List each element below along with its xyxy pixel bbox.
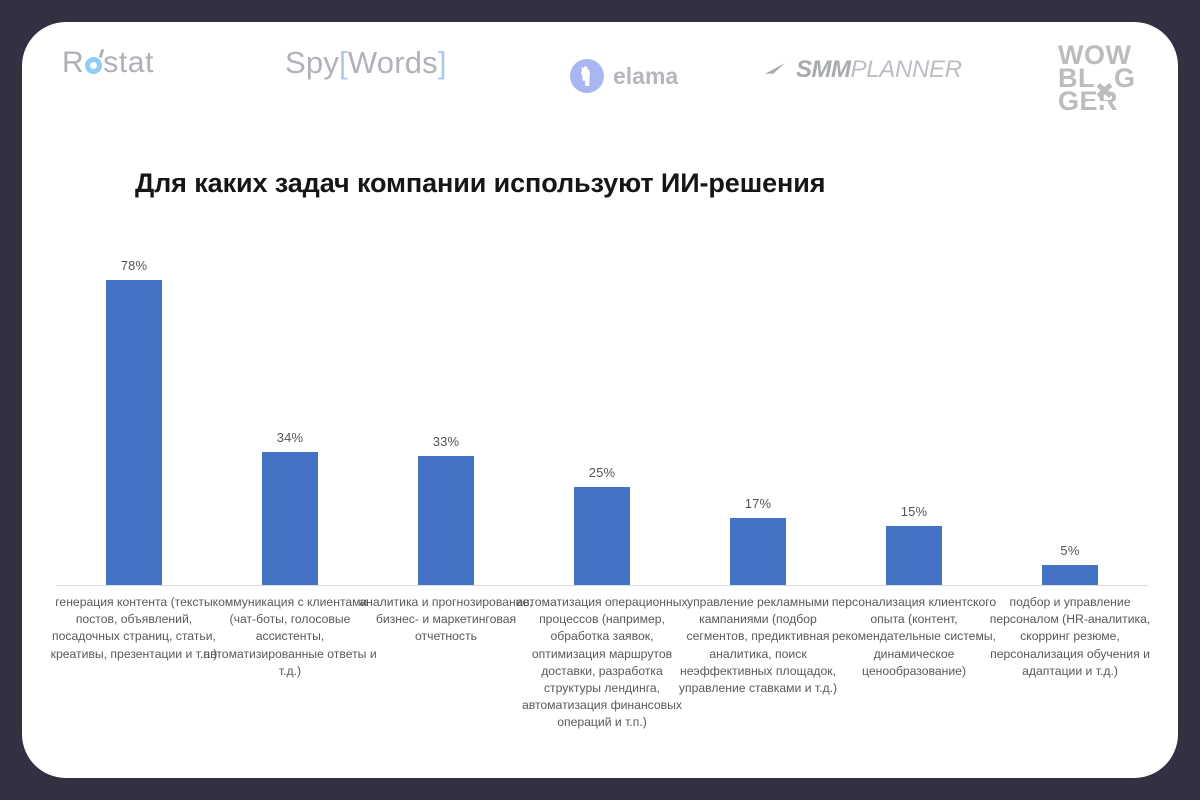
category-label: генерация контента (тексты постов, объяв… [50, 595, 218, 661]
logo-elama: elama [570, 59, 678, 93]
plot-area: 78% 34% 33% 25% 17% 15% 5% [56, 258, 1148, 585]
roistat-text-after: stat [103, 46, 155, 79]
strike-bar-icon [1086, 101, 1108, 105]
bar-value-label: 25% [588, 465, 616, 480]
spywords-text-inner: Words [347, 45, 438, 80]
bar[interactable] [262, 452, 318, 585]
roistat-text-before: R [62, 46, 85, 79]
bar[interactable] [730, 518, 786, 585]
spywords-bracket-open: [ [339, 45, 348, 80]
wowblogger-line-2: BL G [1058, 63, 1136, 93]
wowblogger-line2-prefix: BL [1058, 63, 1095, 93]
page-title: Для каких задач компании используют ИИ-р… [135, 168, 826, 198]
category-label: персонализация клиентского опыта (контен… [831, 595, 997, 678]
category-label: аналитика и прогнозирование, бизнес- и м… [359, 595, 533, 644]
bar[interactable] [886, 526, 942, 585]
logo-spywords: Spy[Words] [285, 45, 447, 81]
bar-column[interactable]: 25% [524, 272, 680, 585]
bar-value-label: 34% [276, 430, 304, 445]
bar-value-label: 78% [120, 258, 148, 273]
bar-column[interactable]: 33% [368, 272, 524, 585]
wowblogger-line-3: GER [1058, 88, 1118, 115]
category-label: подбор и управление персоналом (HR-анали… [989, 595, 1151, 678]
category-label: коммуникация с клиентами (чат-боты, голо… [203, 595, 377, 678]
smmplanner-text-light: PLANNER [850, 56, 963, 83]
bar-value-label: 17% [744, 496, 772, 511]
logo-smmplanner: SMM PLANNER [762, 56, 962, 84]
spywords-bracket-close: ] [437, 45, 447, 80]
spywords-text-main: Spy [285, 45, 340, 80]
bar-column[interactable]: 15% [836, 272, 992, 585]
bar[interactable] [574, 487, 630, 585]
arrow-icon [765, 62, 785, 78]
bar-value-label: 33% [432, 434, 460, 449]
bar-column[interactable]: 5% [992, 272, 1148, 585]
bar-column[interactable]: 17% [680, 272, 836, 585]
roistat-dot-icon [85, 48, 105, 74]
bar-chart: 78% 34% 33% 25% 17% 15% 5% генерация контента … [38, 258, 1162, 742]
x-axis-line [56, 585, 1148, 586]
wowblogger-line2-suffix: G [1114, 63, 1136, 93]
logo-wowblogger: WOW BL G GER [1058, 40, 1136, 115]
bar[interactable] [106, 280, 162, 585]
bar-value-label: 5% [1060, 543, 1080, 558]
bar[interactable] [418, 456, 474, 585]
elama-text: elama [613, 62, 679, 89]
bar-value-label: 15% [900, 504, 928, 519]
category-label: автоматизация операционных процессов (на… [516, 595, 688, 730]
bar-column[interactable]: 34% [212, 272, 368, 585]
bar-column[interactable]: 78% [56, 258, 212, 585]
wowblogger-line-1: WOW [1058, 40, 1132, 70]
bar[interactable] [1042, 565, 1098, 585]
smmplanner-text-bold: SMM [796, 56, 851, 83]
llama-circle-icon [570, 59, 604, 93]
category-label: управление рекламными кампаниями (подбор… [678, 595, 838, 696]
